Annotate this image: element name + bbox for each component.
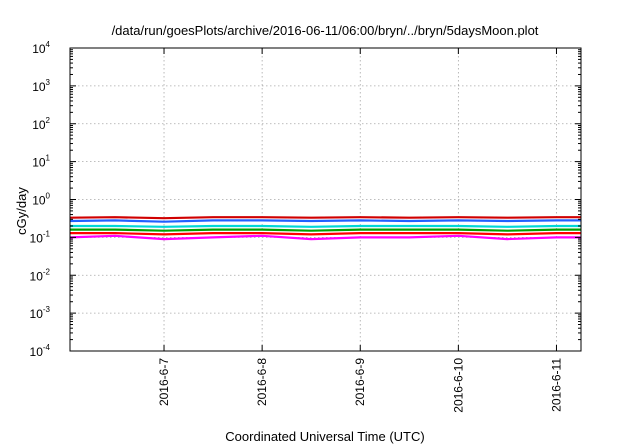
x-tick-label: 2016-6-10 (451, 358, 465, 413)
x-tick-label: 2016-6-8 (255, 358, 269, 406)
series-line (70, 224, 581, 228)
y-tick-label: 103 (32, 78, 50, 94)
y-tick-label: 10-2 (30, 267, 51, 283)
series-line (70, 228, 581, 232)
x-tick-labels: 2016-6-7 2016-6-8 2016-6-9 2016-6-10 2016-6-… (157, 358, 563, 413)
x-tick-label: 2016-6-11 (549, 358, 563, 412)
x-tick-label: 2016-6-9 (353, 358, 367, 406)
series-line (69, 219, 581, 223)
y-tick-label: 101 (32, 154, 50, 170)
series-layer (69, 216, 581, 241)
y-tick-label: 10-4 (30, 343, 51, 359)
y-tick-label: 104 (32, 40, 50, 56)
y-axis-label: cGy/day (14, 187, 29, 235)
chart-title: /data/run/goesPlots/archive/2016-06-11/0… (112, 23, 539, 38)
y-tick-label: 102 (32, 116, 50, 132)
series-line (69, 234, 581, 241)
grid-layer (70, 48, 581, 351)
tick-layer (70, 47, 581, 352)
y-tick-label: 10-1 (30, 229, 51, 245)
x-tick-label: 2016-6-7 (157, 358, 171, 406)
x-axis-label: Coordinated Universal Time (UTC) (225, 429, 424, 444)
series-line (69, 216, 581, 220)
series-line (70, 232, 581, 236)
y-tick-label: 100 (32, 192, 50, 208)
y-tick-label: 10-3 (30, 305, 51, 321)
y-tick-labels: 10-4 10-3 10-2 10-1 100 101 102 103 104 (30, 40, 51, 359)
